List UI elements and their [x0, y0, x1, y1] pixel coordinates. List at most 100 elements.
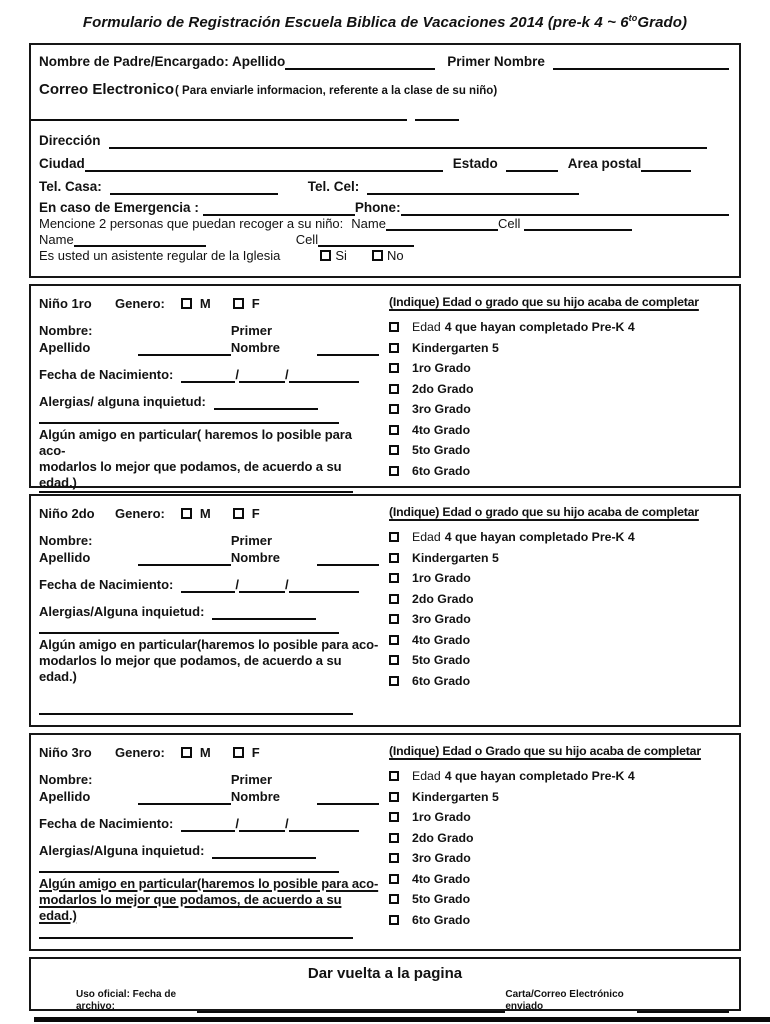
birth-year-blank[interactable] — [288, 370, 359, 383]
friend-name-blank[interactable] — [39, 491, 353, 493]
guardian-apellido-blank[interactable] — [285, 55, 436, 70]
grade-option-label: 4to Grado — [412, 632, 471, 647]
child-heading: Niño 3ro — [39, 745, 92, 760]
grade-checkbox[interactable] — [389, 404, 399, 415]
birth-month-blank[interactable] — [239, 819, 285, 832]
child-first-name-blank[interactable] — [317, 553, 379, 566]
email-blank[interactable] — [31, 119, 407, 121]
gender-female-label: F — [251, 296, 260, 311]
gender-male-checkbox[interactable] — [180, 508, 192, 519]
cell-phone-blank[interactable] — [367, 181, 580, 195]
gender-male-label: M — [199, 296, 211, 311]
email-blank-segment[interactable] — [415, 119, 459, 121]
home-phone-blank[interactable] — [109, 181, 278, 195]
allergies-label: Alergias/ alguna inquietud: — [39, 394, 206, 409]
pickup2-name-blank[interactable] — [73, 233, 206, 247]
grade-option-label: 5to Grado — [412, 892, 471, 907]
grade-checkbox[interactable] — [389, 322, 399, 333]
attendee-yes-checkbox[interactable] — [320, 250, 332, 261]
child-last-name-blank[interactable] — [137, 343, 231, 356]
grade-checkbox[interactable] — [389, 614, 399, 625]
grade-option: 3ro Grado — [389, 399, 733, 420]
birth-day-blank[interactable] — [181, 370, 236, 383]
pickup2-cell-blank[interactable] — [318, 233, 415, 247]
grade-checkbox[interactable] — [389, 655, 399, 666]
pickup1-name-blank[interactable] — [385, 217, 498, 231]
gender-female-checkbox[interactable] — [232, 298, 244, 309]
attendee-no-checkbox[interactable] — [371, 250, 383, 261]
grade-checkbox[interactable] — [389, 532, 399, 543]
allergies-extra-blank[interactable] — [39, 871, 339, 873]
grade-checkbox[interactable] — [389, 445, 399, 456]
allergies-extra-blank[interactable] — [39, 632, 339, 634]
friend-name-blank[interactable] — [39, 937, 353, 939]
turn-page-label: Dar vuelta a la pagina — [307, 965, 463, 982]
emergency-contact-blank[interactable] — [202, 202, 355, 216]
grade-checkbox[interactable] — [389, 873, 399, 884]
child-first-name-blank[interactable] — [317, 792, 379, 805]
grade-option: 5to Grado — [389, 440, 733, 461]
grade-checkbox[interactable] — [389, 593, 399, 604]
title-superscript: to — [628, 13, 638, 23]
grade-option: 2do Grado — [389, 589, 733, 610]
footer-section: Dar vuelta a la pagina Uso oficial: Fech… — [29, 957, 741, 1013]
birth-month-blank[interactable] — [239, 370, 285, 383]
allergies-extra-blank[interactable] — [39, 422, 339, 424]
letter-sent-blank[interactable] — [637, 1003, 729, 1013]
child-heading: Niño 1ro — [39, 296, 92, 311]
grade-option-label: 6to Grado — [412, 912, 471, 927]
grade-checkbox[interactable] — [389, 424, 399, 435]
grade-option-prefix: Edad — [412, 320, 441, 335]
grade-option: 5to Grado — [389, 650, 733, 671]
birth-year-blank[interactable] — [288, 580, 359, 593]
grade-checkbox[interactable] — [389, 383, 399, 394]
child-last-name-blank[interactable] — [137, 792, 231, 805]
grade-checkbox[interactable] — [389, 465, 399, 476]
grade-checkbox[interactable] — [389, 342, 399, 353]
email-label: Correo Electronico — [39, 81, 175, 98]
birth-day-blank[interactable] — [181, 580, 236, 593]
gender-male-checkbox[interactable] — [180, 298, 192, 309]
allergies-blank[interactable] — [212, 607, 317, 620]
emergency-phone-blank[interactable] — [400, 202, 729, 216]
grade-checkbox[interactable] — [389, 853, 399, 864]
birth-month-blank[interactable] — [239, 580, 285, 593]
grade-checkbox[interactable] — [389, 771, 399, 782]
gender-male-checkbox[interactable] — [180, 747, 192, 758]
guardian-first-name-blank[interactable] — [552, 55, 729, 70]
child-last-name-blank[interactable] — [137, 553, 231, 566]
allergies-blank[interactable] — [212, 846, 317, 859]
child-first-name-label: Primer Nombre — [230, 772, 281, 804]
friend-name-blank[interactable] — [39, 713, 353, 715]
gender-female-checkbox[interactable] — [232, 508, 244, 519]
grade-checkbox[interactable] — [389, 894, 399, 905]
pickup1-cell-blank[interactable] — [524, 217, 633, 231]
guardian-first-name-label: Primer Nombre — [447, 54, 545, 69]
grade-checkbox[interactable] — [389, 363, 399, 374]
grade-checkbox[interactable] — [389, 914, 399, 925]
grade-option: Kindergarten 5 — [389, 338, 733, 359]
child-first-name-blank[interactable] — [317, 343, 379, 356]
grade-checkbox[interactable] — [389, 675, 399, 686]
file-date-blank[interactable] — [197, 1003, 506, 1013]
birth-year-blank[interactable] — [288, 819, 359, 832]
date-slash: / — [285, 367, 289, 382]
grade-option: 6to Grado — [389, 461, 733, 482]
grade-checkbox[interactable] — [389, 634, 399, 645]
zip-blank[interactable] — [641, 158, 692, 172]
state-blank[interactable] — [505, 158, 558, 172]
allergies-blank[interactable] — [213, 397, 318, 410]
grade-checkbox[interactable] — [389, 812, 399, 823]
child-last-name-label: Nombre: Apellido — [39, 772, 93, 804]
grade-checkbox[interactable] — [389, 832, 399, 843]
gender-female-checkbox[interactable] — [232, 747, 244, 758]
grade-checkbox[interactable] — [389, 573, 399, 584]
birth-day-blank[interactable] — [181, 819, 236, 832]
grade-checkbox[interactable] — [389, 552, 399, 563]
city-blank[interactable] — [84, 158, 443, 172]
date-slash: / — [285, 577, 289, 592]
page-title: Formulario de Registración Escuela Bibli… — [82, 13, 688, 31]
address-blank[interactable] — [108, 135, 707, 149]
grade-checkbox[interactable] — [389, 791, 399, 802]
grade-option-label: Kindergarten 5 — [412, 340, 499, 355]
